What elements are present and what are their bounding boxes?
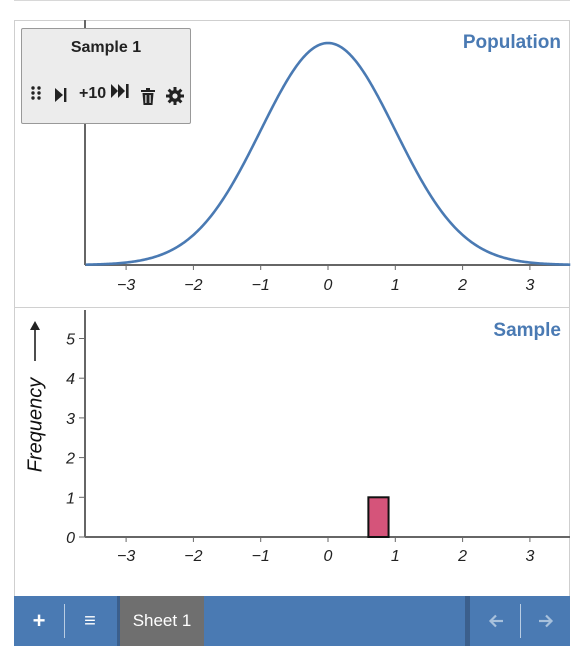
y-axis-arrow-icon: [30, 321, 40, 361]
add-sheet-button[interactable]: +: [32, 608, 46, 633]
previous-sheet-button[interactable]: [472, 596, 520, 646]
population-plot: −3 −2 −1 0 1 2 3: [84, 20, 571, 294]
population-x-tick-label: 0: [324, 277, 333, 294]
sample-panel-title: Sample 1: [70, 39, 142, 56]
population-title: Population: [462, 32, 561, 53]
sample-x-tick-label: 0: [324, 548, 333, 565]
population-x-tick-label: 3: [525, 277, 534, 294]
sample-x-tick-label: 1: [391, 548, 400, 565]
sample-x-tick-label: 3: [525, 548, 534, 565]
sample-y-tick-label: 4: [66, 371, 75, 388]
population-x-tick-label: 2: [457, 277, 467, 294]
tab-sheet-1[interactable]: Sheet 1: [117, 596, 204, 646]
menu-button[interactable]: ≡: [84, 609, 96, 632]
y-axis-label: Frequency: [24, 377, 47, 473]
sample-x-tick-label: −3: [117, 548, 135, 565]
toolbar-separator: [520, 604, 521, 638]
trash-icon[interactable]: [141, 88, 155, 105]
population-x-tick-label: 1: [391, 277, 400, 294]
panel-divider: [14, 307, 570, 308]
drag-handle-icon[interactable]: [30, 85, 42, 101]
step-forward-icon[interactable]: [54, 87, 68, 103]
toolbar-divider: [465, 596, 470, 646]
population-density-curve: [85, 41, 571, 266]
sample-y-tick-label: 0: [66, 530, 75, 547]
toolbar-separator: [64, 604, 65, 638]
sample-x-tick-label: 2: [457, 548, 467, 565]
next-sheet-button[interactable]: [521, 596, 570, 646]
sample-y-tick-label: 2: [65, 451, 75, 468]
sample-histogram-bar: [367, 496, 390, 538]
plus10-button[interactable]: +10: [79, 85, 107, 102]
population-x-tick-label: −1: [252, 277, 270, 294]
sample-y-tick-label: 1: [66, 490, 75, 507]
sample-y-tick-label: 3: [66, 411, 75, 428]
sample-plot: 0 1 2 3 4 5 −3 −2 −1 0 1 2 3: [65, 310, 570, 565]
arrow-right-icon: [538, 614, 553, 628]
arrow-left-icon: [488, 614, 503, 628]
fast-forward-icon[interactable]: [111, 83, 131, 99]
population-x-tick-label: −3: [117, 277, 135, 294]
population-x-tick-label: −2: [184, 277, 202, 294]
sample-y-tick-label: 5: [66, 332, 75, 349]
sample-title: Sample: [493, 320, 561, 341]
top-border: [14, 0, 570, 1]
sample-control-panel[interactable]: Sample 1 +10: [21, 28, 191, 124]
bottom-toolbar: + ≡ Sheet 1: [14, 596, 570, 646]
gear-icon[interactable]: [166, 87, 184, 105]
sample-x-tick-label: −2: [184, 548, 202, 565]
sample-x-tick-label: −1: [252, 548, 270, 565]
